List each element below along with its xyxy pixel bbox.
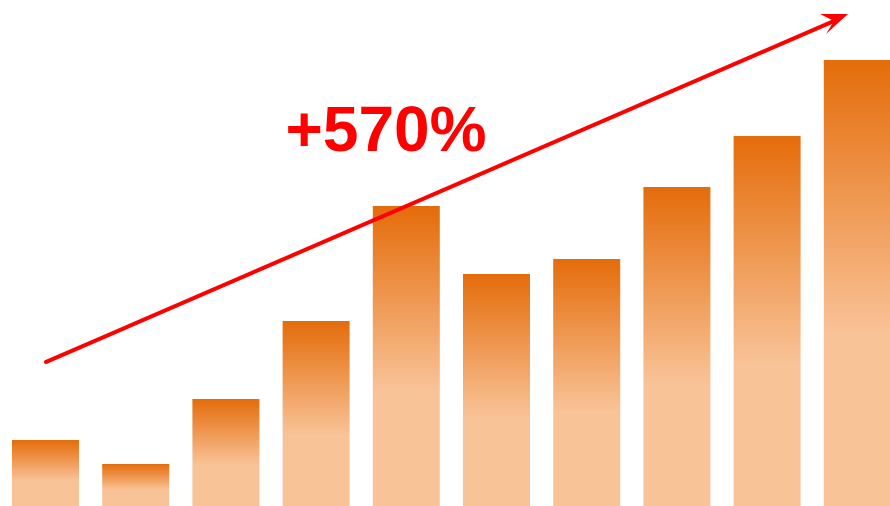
bar-7 — [553, 259, 621, 506]
trend-arrow-line — [44, 19, 836, 364]
bar-1 — [12, 440, 79, 506]
trend-arrow-head — [820, 14, 848, 34]
trend-arrow — [44, 14, 848, 364]
bars-group — [12, 60, 890, 506]
bar-9 — [733, 136, 801, 506]
bar-6 — [463, 274, 530, 506]
bar-5 — [372, 206, 440, 506]
bar-8 — [643, 187, 711, 506]
bar-3 — [192, 399, 260, 506]
bar-4 — [282, 321, 350, 506]
bar-10 — [823, 60, 890, 506]
bar-2 — [102, 464, 170, 506]
growth-annotation: +570% — [285, 93, 486, 165]
